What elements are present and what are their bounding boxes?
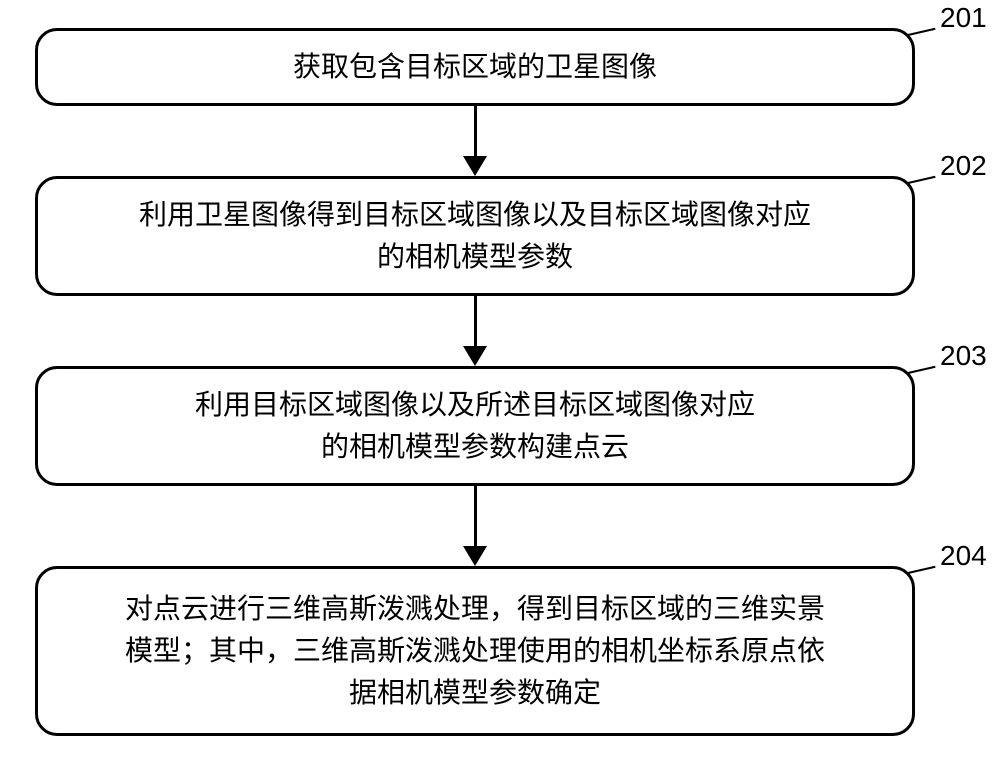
flow-node-text: 对点云进行三维高斯泼溅处理，得到目标区域的三维实景 模型；其中，三维高斯泼溅处理… (125, 588, 825, 714)
flow-node-step-202: 利用卫星图像得到目标区域图像以及目标区域图像对应 的相机模型参数 (35, 176, 915, 296)
label-connector (908, 565, 936, 573)
flow-node-step-203: 利用目标区域图像以及所述目标区域图像对应 的相机模型参数构建点云 (35, 366, 915, 486)
label-connector (908, 365, 936, 373)
flow-node-text: 利用目标区域图像以及所述目标区域图像对应 的相机模型参数构建点云 (195, 384, 755, 468)
flow-arrow (474, 106, 477, 156)
flow-node-number-step-202: 202 (940, 150, 987, 182)
flow-node-number-step-204: 204 (940, 540, 987, 572)
flow-arrow (474, 296, 477, 346)
flow-node-step-201: 获取包含目标区域的卫星图像 (35, 28, 915, 106)
arrow-head-icon (463, 546, 487, 566)
flow-node-text: 获取包含目标区域的卫星图像 (293, 46, 657, 88)
flow-node-step-204: 对点云进行三维高斯泼溅处理，得到目标区域的三维实景 模型；其中，三维高斯泼溅处理… (35, 566, 915, 736)
arrow-head-icon (463, 346, 487, 366)
flow-node-number-step-201: 201 (940, 2, 987, 34)
label-connector (908, 27, 936, 35)
flow-node-number-step-203: 203 (940, 340, 987, 372)
flow-node-text: 利用卫星图像得到目标区域图像以及目标区域图像对应 的相机模型参数 (139, 194, 811, 278)
arrow-head-icon (463, 156, 487, 176)
flow-arrow (474, 486, 477, 546)
label-connector (908, 175, 936, 183)
